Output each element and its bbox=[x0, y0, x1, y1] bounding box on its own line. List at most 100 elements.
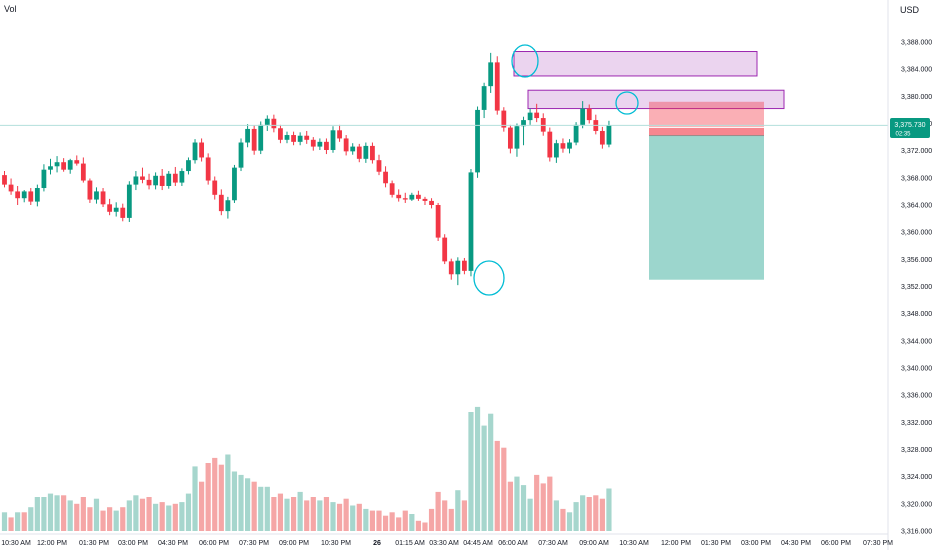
candle-body bbox=[159, 175, 165, 186]
candle-body bbox=[599, 130, 605, 145]
price-tick-label: 3,368.000 bbox=[901, 175, 932, 182]
candle-body bbox=[199, 142, 204, 158]
time-tick-label: 10:30 AM bbox=[1, 540, 31, 547]
candle-body bbox=[501, 110, 507, 128]
price-tick-label: 3,364.000 bbox=[901, 203, 932, 210]
volume-bar bbox=[494, 440, 500, 531]
candle-body bbox=[34, 188, 40, 202]
price-tick-label: 3,380.000 bbox=[901, 94, 932, 101]
candle-body bbox=[462, 260, 467, 271]
candle-body bbox=[21, 191, 27, 199]
time-axis[interactable]: 10:30 AM 12:00 PM 01:30 PM 03:00 PM 04:30 PM… bbox=[1, 540, 893, 547]
time-tick-label: 03:00 PM bbox=[118, 540, 148, 547]
candle-body bbox=[429, 200, 434, 205]
volume-bar bbox=[428, 508, 435, 531]
volume-bar bbox=[205, 463, 211, 531]
candle-body bbox=[120, 207, 126, 218]
time-tick-label: 12:00 PM bbox=[661, 540, 691, 547]
price-tick-label: 3,320.000 bbox=[901, 501, 932, 508]
volume-bar bbox=[218, 464, 224, 531]
volume-bar bbox=[501, 447, 507, 531]
volume-bar bbox=[238, 474, 244, 531]
candle-body bbox=[396, 194, 402, 199]
price-tick-label: 3,324.000 bbox=[901, 474, 932, 481]
candle-body bbox=[126, 184, 132, 218]
candle-body bbox=[218, 194, 224, 212]
candle-body bbox=[205, 157, 211, 181]
volume-bar bbox=[527, 498, 533, 531]
volume-bar bbox=[422, 522, 428, 531]
volume-bar bbox=[514, 476, 520, 531]
candle-body bbox=[251, 128, 257, 151]
time-tick-label: 04:30 PM bbox=[158, 540, 188, 547]
volume-bar bbox=[225, 454, 231, 531]
candle-body bbox=[264, 118, 270, 125]
candle-body bbox=[317, 141, 323, 147]
time-tick-label: 04:45 AM bbox=[463, 540, 493, 547]
volume-bar bbox=[1, 512, 8, 531]
circle-annotation-right bbox=[615, 91, 639, 115]
volume-bar bbox=[159, 502, 165, 531]
volume-bar bbox=[323, 497, 330, 531]
volume-bar bbox=[593, 495, 599, 531]
candle-body bbox=[166, 173, 172, 186]
volume-indicator-label[interactable]: Vol bbox=[4, 4, 17, 14]
volume-bar bbox=[15, 512, 21, 531]
candle-body bbox=[475, 109, 480, 173]
volume-bar bbox=[172, 503, 178, 531]
candle-body bbox=[356, 146, 362, 159]
candle-body bbox=[553, 143, 559, 158]
circle-annotations[interactable] bbox=[473, 44, 639, 296]
candle-body bbox=[376, 160, 382, 172]
volume-bar bbox=[87, 507, 93, 531]
candle-body bbox=[107, 204, 113, 212]
volume-bar bbox=[231, 471, 238, 531]
candle-body bbox=[567, 142, 572, 149]
candle-body bbox=[337, 130, 342, 139]
volume-bar bbox=[474, 406, 481, 531]
currency-label[interactable]: USD bbox=[900, 5, 920, 15]
price-badge-countdown: 02:35 bbox=[895, 132, 911, 138]
volume-bar bbox=[277, 493, 284, 531]
zones-layer[interactable] bbox=[513, 51, 785, 110]
price-badge: 3,375.730 02:35 bbox=[890, 118, 930, 138]
volume-bar bbox=[297, 491, 303, 531]
candle-body bbox=[455, 260, 461, 275]
volume-bar bbox=[153, 503, 159, 531]
candle-body bbox=[212, 180, 218, 195]
volume-bar bbox=[47, 493, 54, 531]
volume-layer bbox=[1, 406, 612, 531]
candle-body bbox=[560, 143, 566, 149]
supply-zone-lower bbox=[527, 89, 785, 110]
price-axis[interactable]: 3,388.0003,384.0003,380.0003,376.0003,37… bbox=[901, 40, 932, 536]
candle-body bbox=[370, 145, 375, 161]
candle-body bbox=[284, 135, 290, 140]
volume-bar bbox=[481, 425, 487, 531]
volume-bar bbox=[139, 498, 146, 531]
volume-bar bbox=[271, 497, 277, 531]
candle-body bbox=[442, 237, 448, 262]
volume-bar bbox=[507, 481, 513, 531]
candle-body bbox=[573, 124, 579, 143]
candle-body bbox=[383, 171, 388, 184]
candle-body bbox=[172, 173, 178, 183]
price-tick-label: 3,348.000 bbox=[901, 311, 932, 318]
position-layer[interactable] bbox=[649, 101, 764, 280]
volume-bar bbox=[573, 502, 579, 531]
time-tick-label: 03:30 AM bbox=[429, 540, 459, 547]
candle-body bbox=[297, 135, 303, 142]
candle-body bbox=[586, 108, 592, 121]
candle-body bbox=[481, 86, 487, 110]
take-profit-zone bbox=[649, 135, 764, 280]
volume-bar bbox=[310, 497, 316, 531]
candle-body bbox=[54, 162, 60, 167]
time-tick-label: 09:00 PM bbox=[279, 540, 309, 547]
candle-body bbox=[2, 175, 7, 185]
volume-bar bbox=[212, 457, 218, 531]
candle-body bbox=[48, 166, 53, 170]
candle-body bbox=[94, 191, 99, 200]
candle-body bbox=[140, 176, 145, 180]
price-tick-label: 3,328.000 bbox=[901, 447, 932, 454]
candle-body bbox=[343, 138, 349, 152]
